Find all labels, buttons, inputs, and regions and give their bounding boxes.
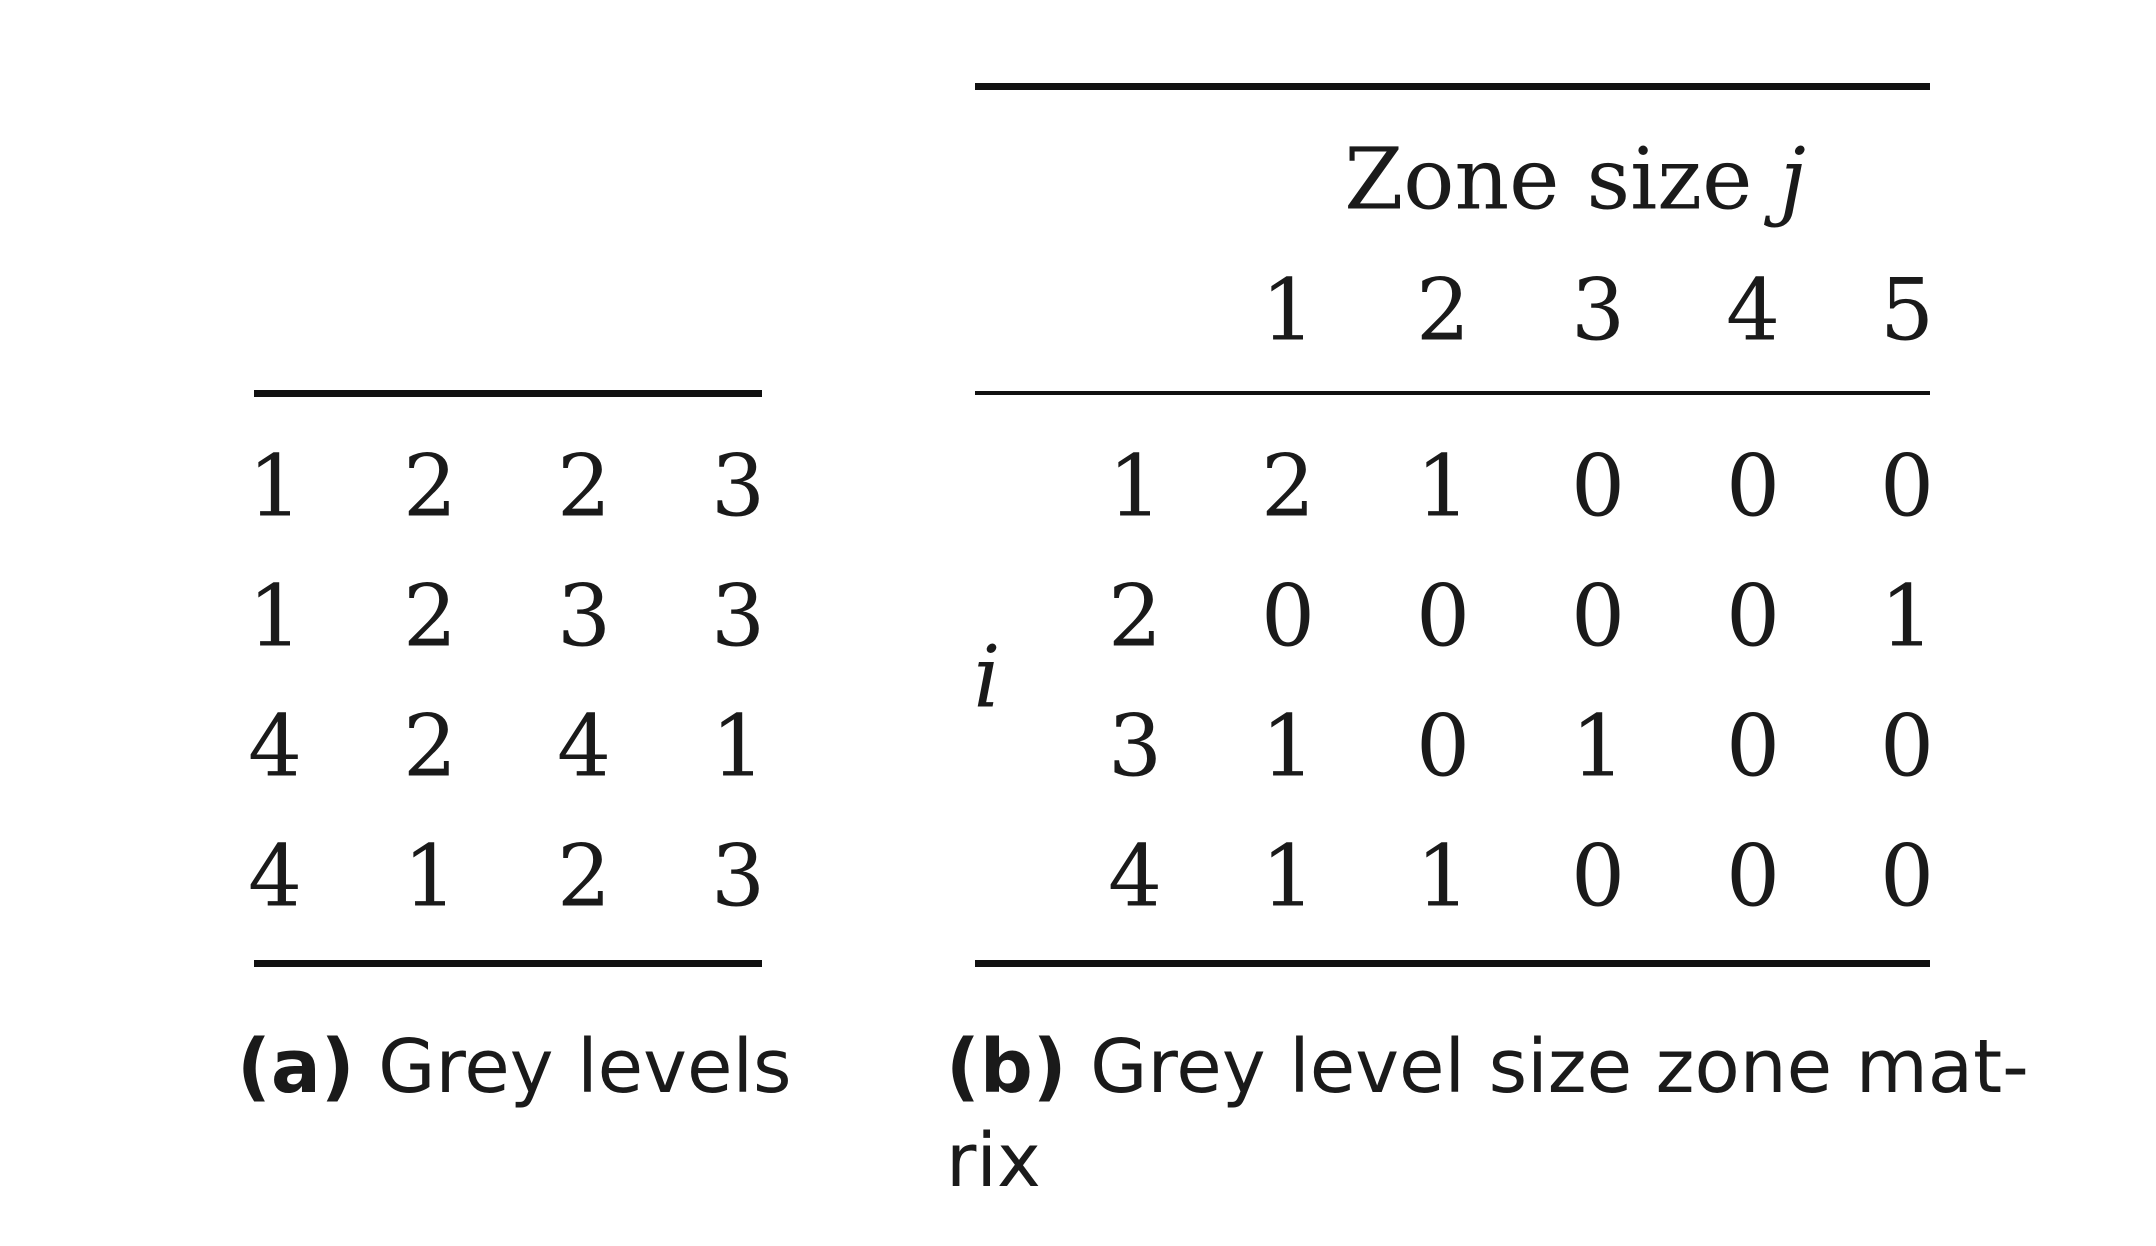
zone-count-cell: 0 [1260,567,1316,667]
grey-level-cell: 2 [402,697,458,797]
caption-b-line1: (b) Grey level size zone mat- [946,1020,2029,1114]
grey-level-cell: 1 [247,437,303,537]
table-b-mid-rule [975,391,1930,395]
caption-b: (b) Grey level size zone mat- rix [946,1020,2029,1208]
zone-count-cell: 0 [1570,827,1626,927]
zone-count-cell: 1 [1260,827,1316,927]
table-a-top-rule [254,390,762,397]
grey-level-cell: 4 [247,697,303,797]
table-a-bottom-rule [254,960,762,967]
grey-level-row-header: 4 [1107,827,1163,927]
zone-size-column-header: 3 [1570,261,1626,361]
grey-level-cell: 3 [710,437,766,537]
zone-count-cell: 0 [1570,567,1626,667]
table-b-top-rule [975,83,1930,90]
zone-size-label: Zone size [1344,130,1753,230]
zone-count-cell: 0 [1879,437,1935,537]
grey-level-cell: 4 [247,827,303,927]
grey-level-cell: 2 [556,437,612,537]
grey-level-row-header: 1 [1107,437,1163,537]
caption-b-line2: rix [946,1118,1041,1204]
zone-count-cell: 0 [1415,697,1471,797]
grey-level-cell: 4 [556,697,612,797]
zone-count-cell: 0 [1570,437,1626,537]
zone-count-cell: 1 [1415,827,1471,927]
zone-count-cell: 1 [1260,697,1316,797]
caption-a-text: Grey levels [378,1024,792,1110]
grey-level-cell: 2 [402,437,458,537]
zone-count-cell: 1 [1570,697,1626,797]
zone-size-var: j [1779,130,1806,230]
zone-size-header: Zone size j [1344,138,1806,223]
zone-count-cell: 0 [1725,567,1781,667]
zone-count-cell: 0 [1415,567,1471,667]
grey-level-cell: 3 [556,567,612,667]
zone-count-cell: 0 [1879,697,1935,797]
grey-level-cell: 1 [402,827,458,927]
grey-level-cell: 3 [710,827,766,927]
zone-size-column-header: 5 [1879,261,1935,361]
row-variable-label: i [973,628,1001,728]
table-b-bottom-rule [975,960,1930,967]
zone-size-column-header: 4 [1725,261,1781,361]
zone-count-cell: 0 [1725,697,1781,797]
grey-level-cell: 2 [402,567,458,667]
caption-a-tag: (a) [237,1024,355,1110]
zone-count-cell: 2 [1260,437,1316,537]
caption-a: (a) Grey levels [237,1020,792,1114]
grey-level-cell: 2 [556,827,612,927]
grey-level-cell: 3 [710,567,766,667]
grey-level-row-header: 2 [1107,567,1163,667]
grey-level-row-header: 3 [1107,697,1163,797]
zone-size-column-header: 1 [1260,261,1316,361]
zone-size-column-header: 2 [1415,261,1471,361]
grey-level-cell: 1 [247,567,303,667]
zone-count-cell: 1 [1415,437,1471,537]
grey-level-cell: 1 [710,697,766,797]
caption-b-tag: (b) [946,1024,1067,1110]
zone-count-cell: 0 [1879,827,1935,927]
zone-count-cell: 0 [1725,437,1781,537]
caption-b-text: Grey level size zone mat- [1090,1024,2029,1110]
zone-count-cell: 1 [1879,567,1935,667]
zone-count-cell: 0 [1725,827,1781,927]
